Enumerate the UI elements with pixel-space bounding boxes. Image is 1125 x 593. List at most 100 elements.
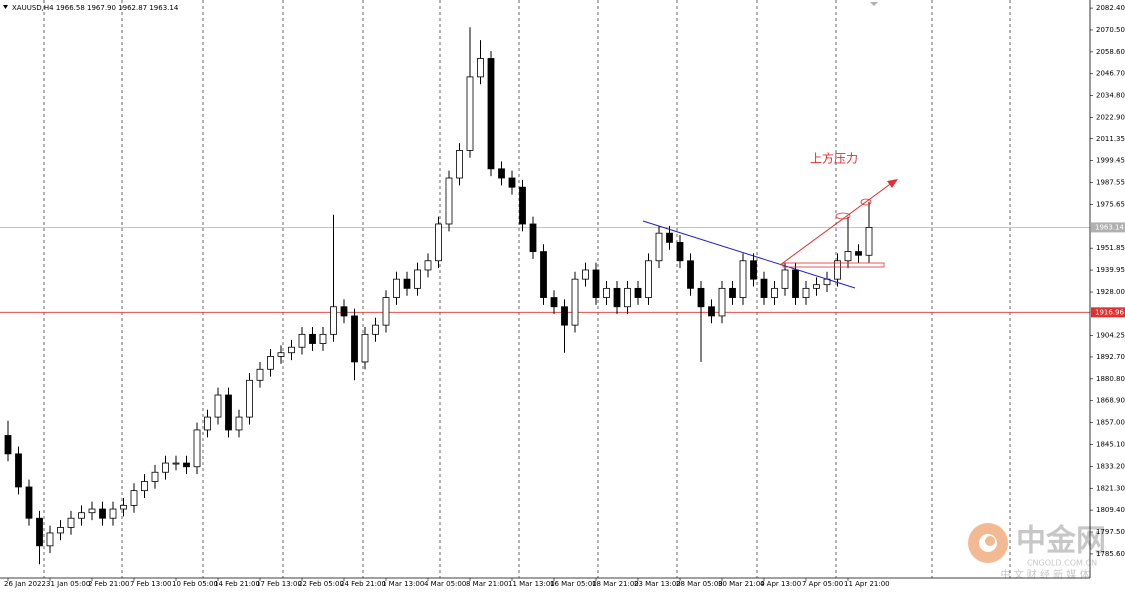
candle-body [25, 486, 33, 519]
candle-body [624, 287, 631, 308]
y-tick-label: 1987.55 [1096, 179, 1125, 187]
candle-body [309, 333, 316, 344]
y-tick-label: 1975.65 [1096, 200, 1125, 208]
candle-body [99, 508, 106, 519]
candle-body [477, 58, 484, 78]
period-separators [43, 0, 1011, 578]
y-tick-label: 2070.50 [1096, 26, 1125, 34]
y-tick-label: 1880.80 [1096, 375, 1125, 383]
y-tick-label: 1904.25 [1096, 332, 1125, 340]
candle-body [46, 532, 54, 547]
drawings: 上方压力 [642, 151, 898, 289]
price-label-box [1091, 307, 1125, 318]
candle-body [718, 287, 726, 317]
candle-body [834, 260, 841, 280]
candle-body [162, 462, 169, 473]
candle-body [424, 260, 432, 271]
trend-line [642, 220, 856, 289]
y-tick-label: 1999.45 [1096, 157, 1125, 165]
candle-body [298, 333, 306, 348]
candle-body [645, 260, 652, 298]
x-tick-label: 7 Feb 13:00 [130, 580, 171, 588]
y-tick-label: 2058.60 [1096, 48, 1125, 56]
candle-body [330, 306, 337, 335]
candle-body [519, 186, 526, 225]
candle-body [351, 315, 358, 363]
y-tick-label: 1857.00 [1096, 419, 1125, 427]
y-tick-label: 1868.90 [1096, 397, 1125, 405]
y-tick-label: 1951.85 [1096, 244, 1125, 252]
candle-body [235, 416, 243, 431]
watermark-slogan: 中 文 财 经 新 媒 体 [1000, 568, 1089, 581]
candle-body [403, 278, 411, 289]
candle-body [414, 269, 421, 289]
candle-body [760, 278, 768, 298]
candle-body [372, 324, 379, 335]
x-tick-label: 2 Feb 21:00 [88, 580, 129, 588]
x-tick-label: 11 Apr 21:00 [844, 580, 890, 588]
x-tick-label: 24 Feb 21:00 [340, 580, 386, 588]
candle-body [561, 306, 568, 326]
candle-body [57, 527, 64, 534]
price-label: 1916.96 [1095, 308, 1124, 316]
candle-body [613, 287, 621, 308]
watermark-name: 中金网 [1016, 524, 1106, 559]
candle-body [256, 368, 264, 381]
y-tick-label: 1821.30 [1096, 484, 1125, 492]
candle-body [865, 227, 873, 256]
candle-body [172, 462, 180, 465]
candle-body [225, 394, 232, 431]
highlight-ellipse [860, 198, 872, 206]
candle-body [246, 379, 253, 418]
candle-body [361, 333, 369, 363]
candle-body [204, 416, 211, 431]
candle-body [855, 251, 862, 256]
price-label: 1963.14 [1095, 223, 1124, 231]
arrow-head [887, 179, 898, 188]
candle-body [183, 462, 190, 468]
candle-body [193, 429, 201, 468]
resistance-arrow [779, 181, 894, 266]
candle-body [445, 177, 453, 225]
candle-body [592, 269, 600, 298]
candle-body [529, 223, 537, 252]
candle-body [141, 481, 148, 492]
candle-body [729, 287, 736, 298]
y-tick-label: 2034.80 [1096, 92, 1125, 100]
candle-body [781, 269, 789, 289]
candle-body [393, 278, 400, 298]
candle-body [666, 232, 673, 243]
x-tick-label: 14 Feb 21:00 [214, 580, 260, 588]
candle-body [120, 504, 127, 510]
x-tick-label: 10 Feb 05:00 [172, 580, 218, 588]
x-tick-label: 17 Feb 13:00 [256, 580, 302, 588]
highlight-ellipse [835, 212, 851, 220]
candle-body [739, 260, 747, 298]
y-tick-label: 1845.10 [1096, 440, 1125, 448]
candle-body [4, 435, 12, 455]
candle-body [130, 490, 138, 506]
y-tick-label: 1785.60 [1096, 550, 1125, 558]
candle-body [550, 297, 558, 308]
watermark-domain: CNGOLD.COM.CN [1027, 559, 1097, 568]
x-tick-label: 18 Mar 21:00 [592, 580, 639, 588]
chart-title: XAUUSD,H4 1966.58 1967.90 1962.87 1963.1… [12, 4, 179, 12]
resistance-zone [782, 262, 885, 268]
candle-body [687, 260, 694, 289]
x-tick-label: 4 Apr 13:00 [760, 580, 801, 588]
candle-body [571, 278, 579, 326]
x-tick-label: 30 Mar 21:00 [718, 580, 765, 588]
candle-body [109, 508, 117, 519]
candle-body [708, 306, 715, 317]
candle-body [267, 355, 274, 370]
menu-icon [3, 5, 8, 9]
candle-body [319, 333, 327, 344]
candle-body [655, 232, 663, 262]
candle-body [750, 260, 757, 280]
candle-body [844, 251, 852, 262]
candle-body [697, 287, 705, 308]
candle-body [340, 306, 348, 317]
candle-body [214, 394, 222, 418]
